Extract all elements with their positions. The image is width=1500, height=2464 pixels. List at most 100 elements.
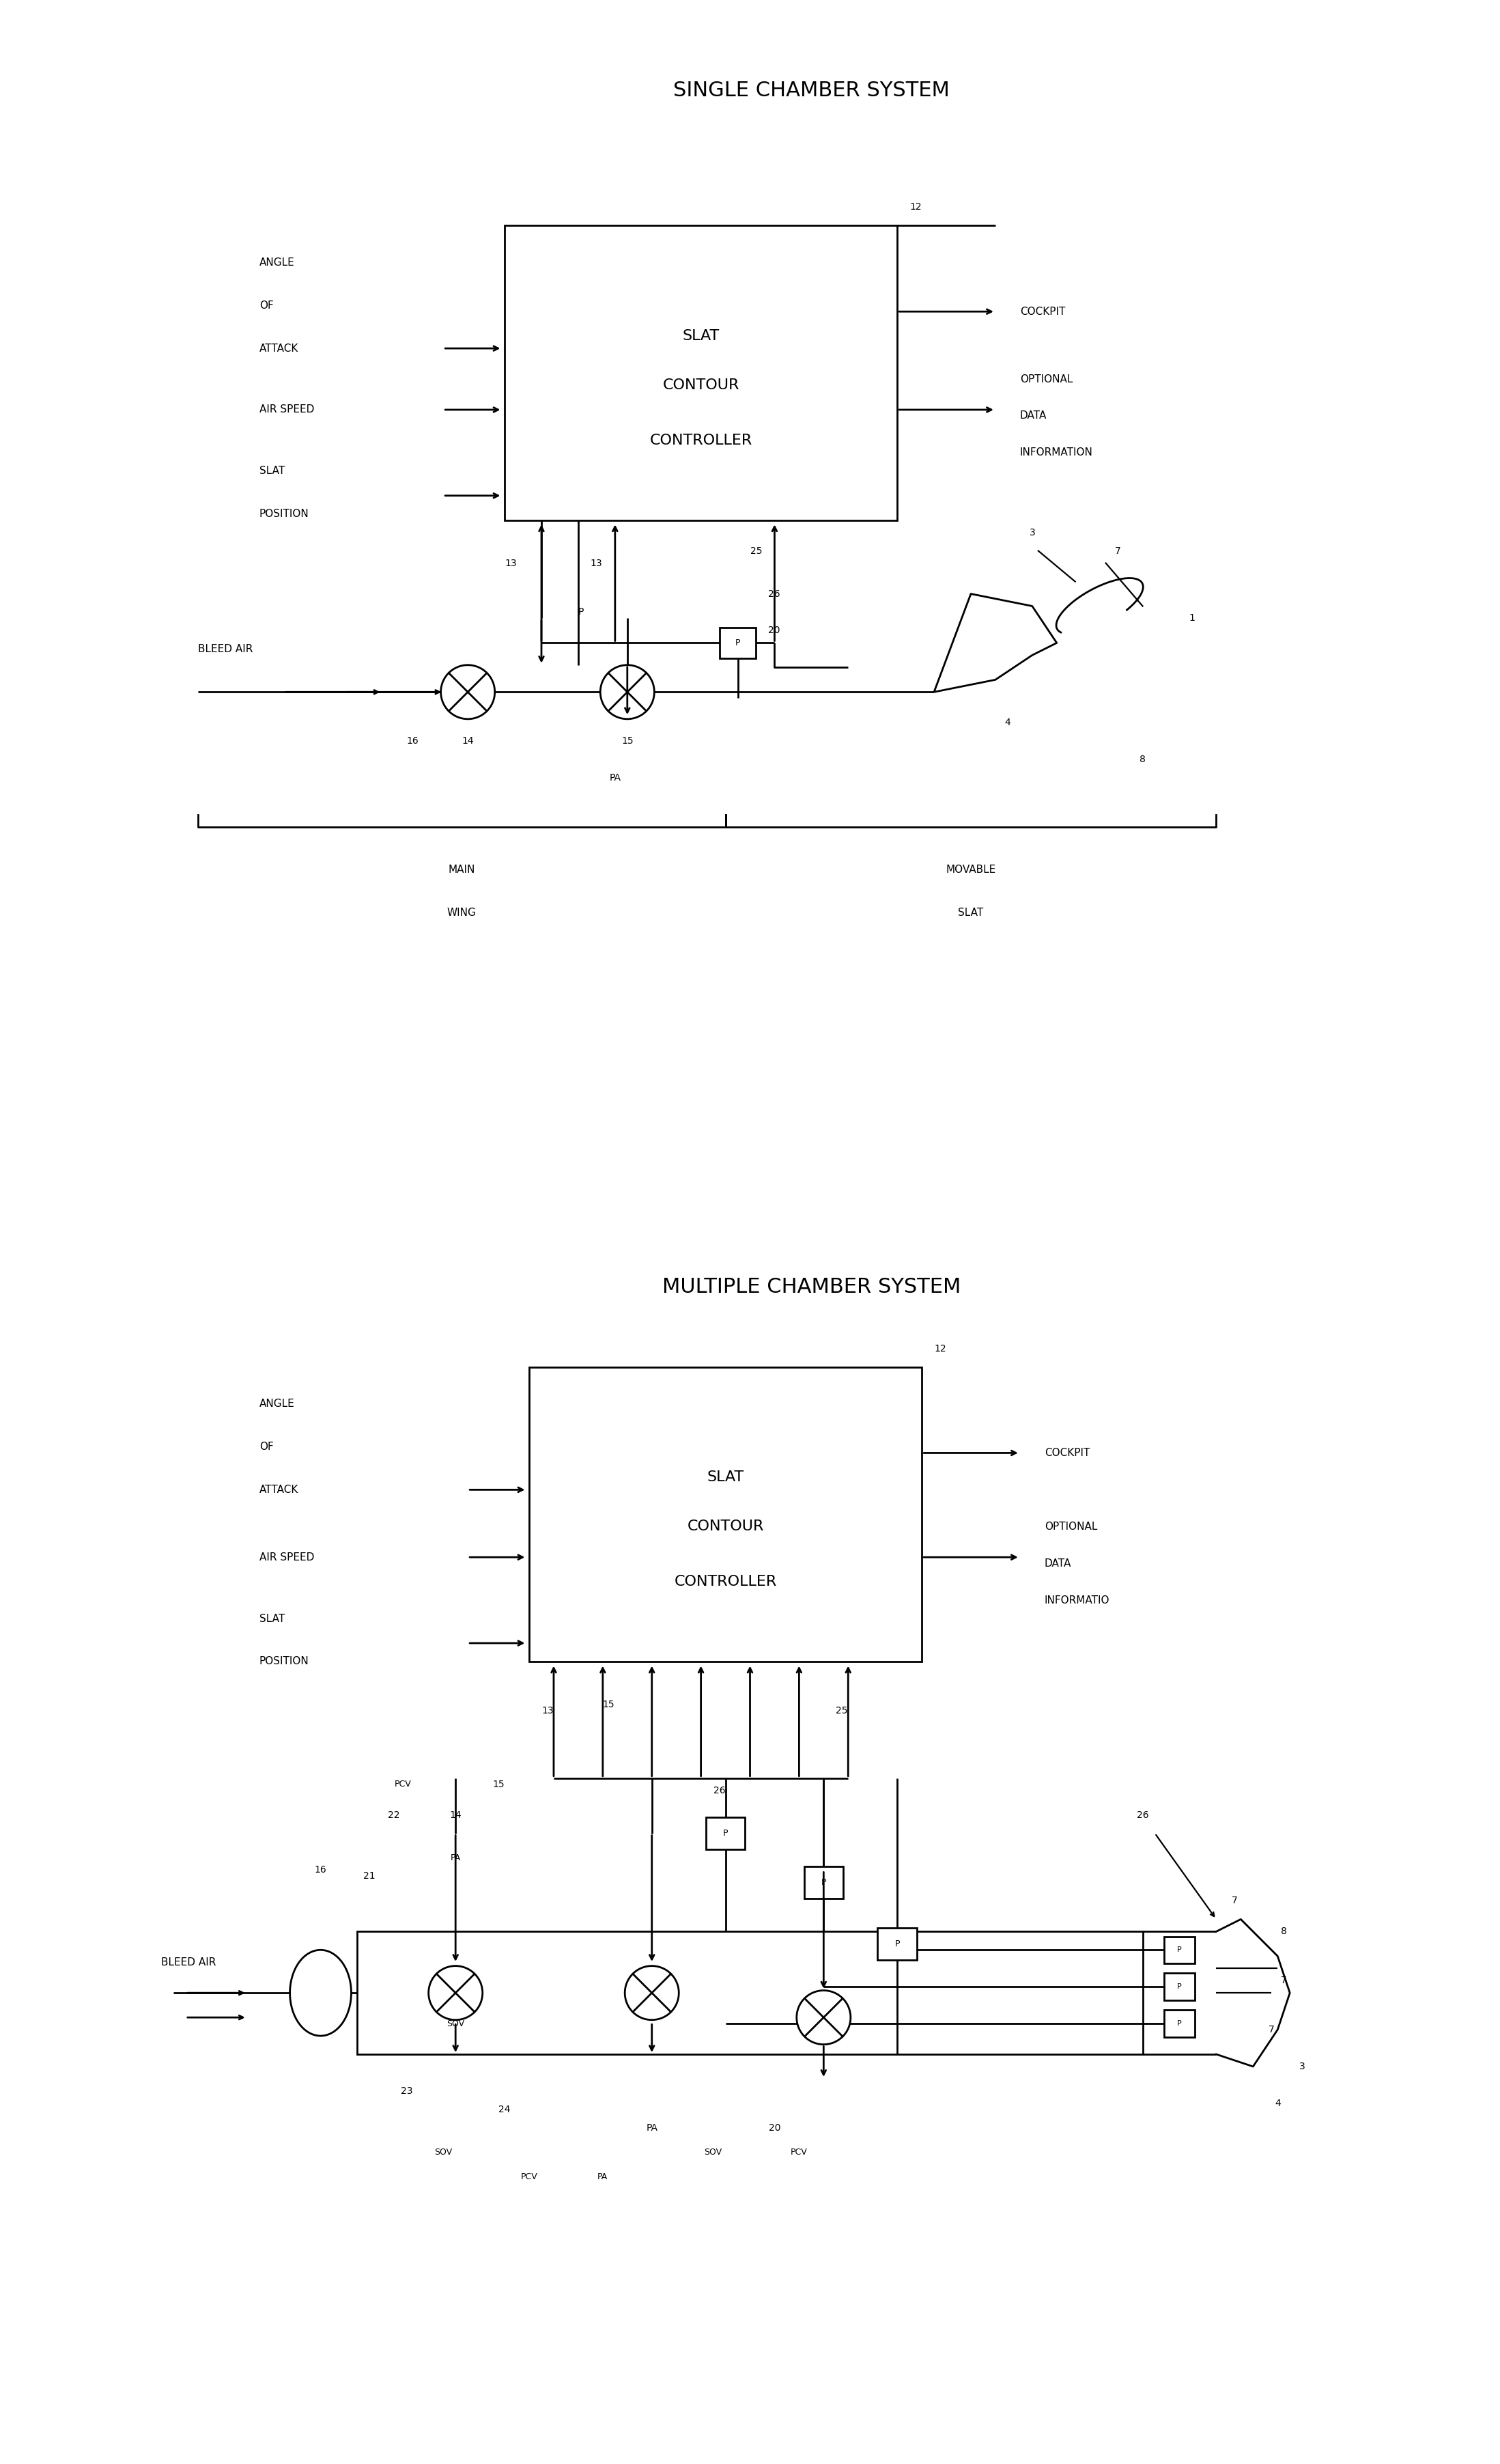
Text: CONTOUR: CONTOUR xyxy=(687,1520,763,1533)
Text: ATTACK: ATTACK xyxy=(259,1486,298,1496)
Text: SLAT: SLAT xyxy=(682,330,720,342)
Text: 7: 7 xyxy=(1269,2025,1275,2035)
Text: POSITION: POSITION xyxy=(259,510,309,520)
Circle shape xyxy=(626,1966,680,2020)
Text: P: P xyxy=(723,1828,727,1838)
Text: P: P xyxy=(578,609,584,616)
Text: 15: 15 xyxy=(621,737,633,747)
Text: ANGLE: ANGLE xyxy=(259,256,294,269)
Text: POSITION: POSITION xyxy=(259,1656,309,1666)
Bar xyxy=(877,1927,916,1959)
Text: 25: 25 xyxy=(750,547,762,557)
Text: SOV: SOV xyxy=(447,2018,465,2028)
Text: 15: 15 xyxy=(492,1779,504,1789)
Text: 7: 7 xyxy=(1281,1976,1287,1986)
Text: AIR SPEED: AIR SPEED xyxy=(259,1552,314,1562)
Text: OF: OF xyxy=(259,301,273,310)
Text: PCV: PCV xyxy=(520,2173,537,2181)
Ellipse shape xyxy=(290,1949,351,2035)
Circle shape xyxy=(600,665,654,719)
Text: 8: 8 xyxy=(1140,754,1146,764)
Text: COCKPIT: COCKPIT xyxy=(1020,306,1065,318)
Text: AIR SPEED: AIR SPEED xyxy=(259,404,314,414)
Text: BLEED AIR: BLEED AIR xyxy=(160,1956,216,1966)
Text: OF: OF xyxy=(259,1441,273,1451)
Text: P: P xyxy=(735,638,741,648)
Text: DATA: DATA xyxy=(1020,411,1047,421)
Text: 13: 13 xyxy=(591,559,603,567)
Text: 26: 26 xyxy=(768,589,780,599)
Text: 12: 12 xyxy=(934,1343,946,1353)
Text: 1: 1 xyxy=(1188,614,1194,623)
Text: MOVABLE: MOVABLE xyxy=(946,865,996,875)
Text: 7: 7 xyxy=(1231,1897,1237,1905)
Text: SLAT: SLAT xyxy=(958,907,984,919)
Circle shape xyxy=(429,1966,483,2020)
Text: 4: 4 xyxy=(1005,717,1011,727)
Text: 13: 13 xyxy=(542,1705,554,1715)
Text: PA: PA xyxy=(597,2173,608,2181)
Bar xyxy=(706,1818,746,1850)
Text: 14: 14 xyxy=(450,1811,462,1821)
Circle shape xyxy=(796,1991,850,2045)
Text: 16: 16 xyxy=(315,1865,327,1875)
Bar xyxy=(529,1368,922,1661)
Text: INFORMATIO: INFORMATIO xyxy=(1044,1594,1110,1607)
Circle shape xyxy=(441,665,495,719)
Text: ATTACK: ATTACK xyxy=(259,342,298,352)
Text: MULTIPLE CHAMBER SYSTEM: MULTIPLE CHAMBER SYSTEM xyxy=(661,1276,960,1296)
Text: 3: 3 xyxy=(1029,527,1035,537)
Text: OPTIONAL: OPTIONAL xyxy=(1020,375,1072,384)
Bar xyxy=(1164,2011,1196,2038)
Text: SOV: SOV xyxy=(435,2149,452,2156)
Text: 4: 4 xyxy=(1275,2099,1281,2109)
Text: P: P xyxy=(1178,2020,1182,2028)
Text: 7: 7 xyxy=(1114,547,1120,557)
Bar xyxy=(804,1868,843,1897)
Text: PA: PA xyxy=(609,774,621,784)
Text: 12: 12 xyxy=(909,202,921,212)
Bar xyxy=(504,227,897,520)
Text: PCV: PCV xyxy=(790,2149,807,2156)
Bar xyxy=(357,1932,1143,2055)
Text: INFORMATION: INFORMATION xyxy=(1020,448,1093,458)
Text: 24: 24 xyxy=(498,2104,510,2114)
Text: CONTOUR: CONTOUR xyxy=(663,379,739,392)
Text: P: P xyxy=(1178,1947,1182,1954)
Text: P: P xyxy=(820,1878,826,1887)
Text: OPTIONAL: OPTIONAL xyxy=(1044,1520,1098,1533)
Bar xyxy=(1164,1937,1196,1964)
Text: 22: 22 xyxy=(388,1811,400,1821)
Text: WING: WING xyxy=(447,907,477,919)
Text: 26: 26 xyxy=(712,1786,724,1796)
Text: 25: 25 xyxy=(836,1705,847,1715)
Text: SLAT: SLAT xyxy=(259,466,285,476)
Text: PCV: PCV xyxy=(394,1779,411,1789)
Text: 20: 20 xyxy=(768,626,780,636)
Text: SLAT: SLAT xyxy=(706,1471,744,1483)
Text: BLEED AIR: BLEED AIR xyxy=(198,643,254,653)
Text: 23: 23 xyxy=(400,2087,412,2097)
Bar xyxy=(720,628,756,658)
Text: SLAT: SLAT xyxy=(259,1614,285,1624)
Text: SINGLE CHAMBER SYSTEM: SINGLE CHAMBER SYSTEM xyxy=(674,81,950,101)
Text: PA: PA xyxy=(450,1853,460,1863)
Text: 20: 20 xyxy=(768,2124,780,2134)
Text: SOV: SOV xyxy=(705,2149,721,2156)
Text: COCKPIT: COCKPIT xyxy=(1044,1449,1090,1459)
Text: 15: 15 xyxy=(603,1700,615,1710)
Text: CONTROLLER: CONTROLLER xyxy=(650,434,752,448)
Text: ANGLE: ANGLE xyxy=(259,1400,294,1409)
Text: 21: 21 xyxy=(363,1873,375,1880)
Text: 3: 3 xyxy=(1299,2062,1305,2072)
Text: 14: 14 xyxy=(462,737,474,747)
Text: 13: 13 xyxy=(504,559,516,567)
Text: P: P xyxy=(1178,1984,1182,1991)
Text: DATA: DATA xyxy=(1044,1557,1071,1570)
Bar xyxy=(1164,1974,1196,2001)
Text: P: P xyxy=(894,1939,900,1949)
Text: PA: PA xyxy=(646,2124,657,2134)
Text: 16: 16 xyxy=(406,737,419,747)
Text: 26: 26 xyxy=(1137,1811,1149,1821)
Text: CONTROLLER: CONTROLLER xyxy=(674,1574,777,1589)
